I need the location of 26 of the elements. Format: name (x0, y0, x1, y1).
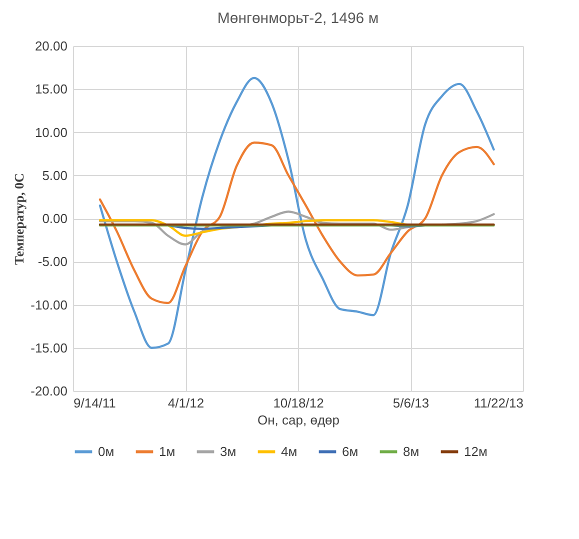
y-tick-label: 15.00 (34, 82, 68, 97)
legend-label: 4м (281, 444, 298, 459)
x-tick-label: 10/18/12 (273, 396, 324, 410)
x-axis-title: Он, сар, өдөр (258, 412, 340, 428)
x-tick-label: 11/22/13 (474, 396, 524, 410)
legend-label: 1м (159, 444, 176, 459)
y-tick-label: 0.00 (42, 211, 68, 226)
y-axis-title: Температур, 0С (12, 173, 27, 265)
x-tick-label: 5/6/13 (392, 396, 430, 410)
chart-title: Мөнгөнморьт-2, 1496 м (217, 10, 379, 27)
legend-label: 8м (403, 444, 420, 459)
y-tick-label: 10.00 (34, 124, 68, 140)
legend-label: 6м (342, 444, 358, 459)
x-tick-label: 9/14/11 (74, 396, 116, 410)
legend-label: 0м (98, 444, 114, 459)
x-tick-label: 4/1/12 (168, 396, 204, 410)
line-series (98, 142, 495, 304)
line-series (98, 76, 495, 349)
y-tick-label: 20.00 (34, 38, 68, 54)
legend-label: 12м (464, 444, 488, 459)
y-tick-label: -10.00 (30, 297, 68, 312)
y-tick-label: -20.00 (30, 384, 68, 398)
y-tick-label: 5.00 (42, 168, 68, 183)
y-tick-label: -15.00 (30, 340, 68, 356)
y-tick-label: -5.00 (38, 254, 68, 270)
legend-label: 3м (220, 444, 236, 459)
